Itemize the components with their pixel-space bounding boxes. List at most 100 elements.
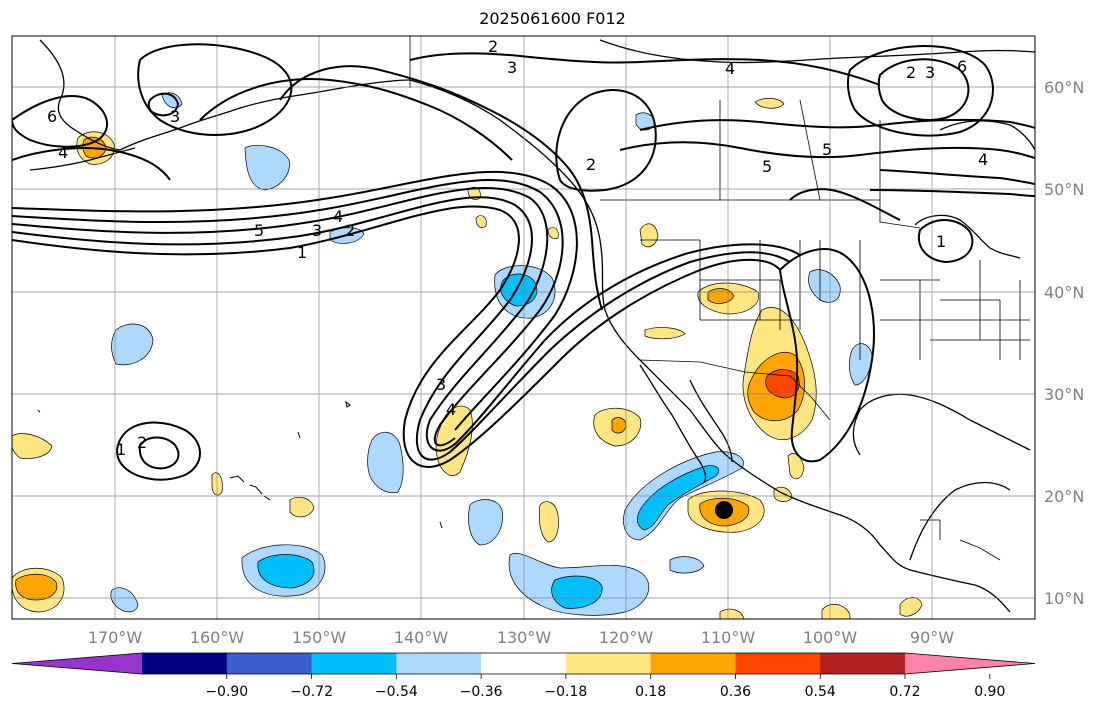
map-frame — [11, 35, 1036, 620]
colorbar-tick-label: −0.36 — [460, 684, 503, 700]
colorbar-segment — [142, 653, 228, 674]
contour-lines — [12, 43, 1035, 481]
contour-label: 6 — [957, 57, 967, 76]
lat-label: 50°N — [1044, 180, 1084, 199]
negative-anomaly-fills — [110, 92, 873, 616]
latitude-labels: 60°N 50°N 40°N 30°N 20°N 10°N — [1044, 78, 1084, 608]
border-canada-provinces — [719, 99, 881, 201]
fill-blue-trop-core — [551, 575, 603, 609]
fill-blue-alaska-gulf — [244, 145, 290, 191]
lon-label: 90°W — [910, 628, 954, 647]
fill-blue-hawaii-east — [468, 499, 503, 546]
lon-label: 140°W — [394, 628, 449, 647]
fill-blue-north-pacific-core — [500, 273, 538, 307]
colorbar: −0.90 −0.72 −0.54 −0.36 −0.18 0.18 0.36 0.54 0.7… — [11, 652, 1036, 700]
contour-low-pacific-outer — [116, 421, 201, 481]
fill-yellow-ne-pacific — [475, 215, 487, 228]
contour-north-1 — [409, 52, 881, 86]
contour-label: 1 — [297, 243, 307, 262]
border-us-mexico — [639, 359, 831, 421]
colorbar-outline — [11, 652, 1036, 675]
lat-label: 10°N — [1044, 589, 1084, 608]
colorbar-segment — [565, 653, 652, 674]
contour-label: 3 — [312, 221, 322, 240]
contour-canada-2 — [555, 89, 657, 192]
contour-jet-5 — [12, 170, 578, 431]
coast-gulf-california — [689, 379, 733, 463]
contour-label-group: 2 3 6 4 3 5 4 2 3 6 5 4 5 3 2 4 1 1 3 4 … — [47, 37, 988, 459]
colorbar-tick-label: 0.90 — [974, 684, 1005, 700]
contour-label: 3 — [170, 107, 180, 126]
fill-orange-baja-north — [611, 417, 627, 434]
border-us-canada — [600, 199, 921, 229]
fill-yellow-gulf — [787, 453, 805, 480]
coast-canada-arctic — [599, 39, 1035, 64]
fill-orange-southwest — [15, 573, 58, 601]
colorbar-tick-label: 0.54 — [805, 684, 836, 700]
contour-label: 2 — [488, 37, 498, 56]
contour-us-trough — [779, 248, 875, 463]
colorbar-segment — [311, 653, 397, 674]
contour-jet-1 — [12, 205, 781, 468]
lat-label: 40°N — [1044, 283, 1084, 302]
lon-label: 100°W — [803, 628, 858, 647]
fill-blue-rockies — [808, 269, 841, 303]
colorbar-tick-label: −0.90 — [205, 684, 248, 700]
contour-label: 4 — [446, 400, 456, 419]
colorbar-extend-high — [905, 653, 1035, 674]
contour-label: 5 — [254, 221, 264, 240]
colorbar-segment — [820, 653, 906, 674]
contour-label: 2 — [586, 155, 596, 174]
coast-gulf-of-mexico — [852, 393, 1031, 456]
contour-west-6 — [12, 95, 108, 148]
contour-label: 2 — [137, 433, 147, 452]
colorbar-segment — [481, 653, 567, 674]
colorbar-segment — [650, 653, 736, 674]
lat-label: 60°N — [1044, 78, 1084, 97]
contour-hudson-loop — [877, 58, 970, 121]
fill-blue-texas-east — [848, 343, 873, 386]
longitude-labels: 170°W 160°W 150°W 140°W 130°W 120°W 110°… — [88, 628, 954, 647]
map-title: 2025061600 F012 — [479, 9, 626, 28]
fill-yellow-tehuantepec — [821, 603, 851, 619]
colorbar-tick-label: 0.72 — [889, 684, 920, 700]
island-small-1 — [37, 409, 41, 413]
contour-label: 4 — [333, 207, 343, 226]
contour-canada-5 — [619, 141, 1035, 159]
fill-yellow-canada — [754, 98, 785, 109]
fill-blue-baja-core — [637, 465, 720, 531]
island-small-3 — [297, 431, 301, 439]
contour-jet-3 — [12, 186, 801, 452]
contour-label: 3 — [925, 63, 935, 82]
fill-yellow-hawaii-west — [289, 496, 315, 518]
colorbar-segment — [396, 653, 482, 674]
fill-blue-pacific-west — [111, 323, 154, 366]
state-lines-central — [859, 240, 1030, 360]
border-central-america — [920, 519, 1001, 561]
lat-label: 20°N — [1044, 487, 1084, 506]
storm-center-marker — [715, 501, 733, 519]
political-borders — [409, 36, 1030, 561]
contour-label: 5 — [762, 157, 772, 176]
fill-blue-south-blob-core — [257, 554, 315, 589]
fill-blue-subtropic-west — [367, 432, 404, 494]
fill-blue-mex-south — [669, 556, 705, 574]
coast-baja — [639, 364, 707, 485]
island-small-4 — [439, 521, 443, 529]
contour-label: 4 — [58, 143, 68, 162]
contour-west-4 — [12, 147, 171, 181]
fill-yellow-mexico-mid — [719, 608, 745, 619]
contour-label: 6 — [47, 107, 57, 126]
colorbar-tick-label: −0.18 — [544, 684, 587, 700]
contour-label: 1 — [936, 232, 946, 251]
coast-alaska-west — [39, 39, 121, 151]
contour-label: 4 — [978, 150, 988, 169]
contour-label: 2 — [345, 221, 355, 240]
contour-label: 5 — [822, 140, 832, 159]
islands — [37, 400, 443, 529]
contour-hudson-outer — [846, 45, 994, 137]
map-background — [12, 36, 1035, 619]
contour-label: 2 — [906, 63, 916, 82]
contour-jet-4 — [12, 179, 564, 447]
